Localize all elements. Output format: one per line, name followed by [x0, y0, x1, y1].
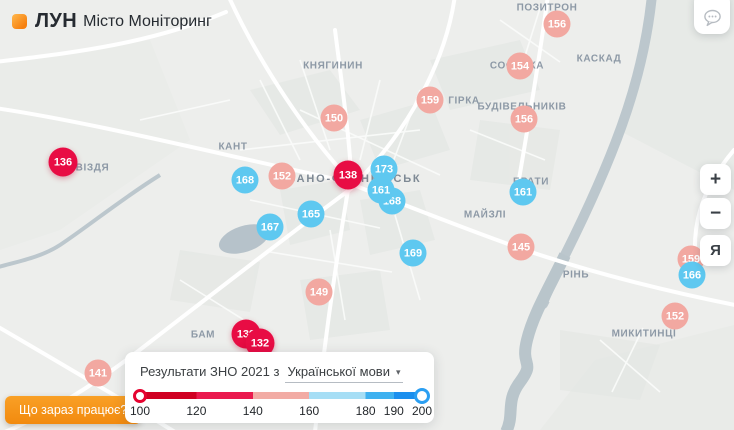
legend-panel: Результати ЗНО 2021 з Української мови ▾…	[125, 352, 434, 423]
tick-label: 180	[355, 404, 376, 418]
slider-handle-min[interactable]	[133, 388, 147, 403]
score-marker[interactable]: 168	[231, 166, 259, 194]
yandex-maps-button[interactable]: Я	[700, 235, 731, 266]
tick-label: 120	[186, 404, 207, 418]
zoom-out-button[interactable]: −	[700, 198, 731, 229]
score-marker[interactable]: 136	[48, 147, 78, 177]
tick-label: 140	[242, 404, 263, 418]
score-marker[interactable]: 150	[320, 104, 348, 132]
lun-logo-icon	[12, 14, 27, 29]
chevron-down-icon: ▾	[395, 367, 401, 377]
score-marker[interactable]: 154	[506, 52, 534, 80]
score-marker[interactable]: 161	[367, 176, 395, 204]
score-marker[interactable]: 138	[333, 160, 363, 190]
chat-bubble-icon	[702, 9, 723, 27]
score-marker[interactable]: 152	[661, 302, 689, 330]
tick-label: 190	[383, 404, 404, 418]
score-marker[interactable]: 152	[268, 162, 296, 190]
legend-title: Результати ЗНО 2021 з	[140, 364, 280, 379]
tick-label: 160	[299, 404, 320, 418]
subject-dropdown[interactable]: Української мови ▾	[285, 364, 403, 383]
whats-open-now-button[interactable]: Що зараз працює?	[5, 396, 142, 424]
logo-text: ЛУН	[35, 10, 78, 32]
tick-label: 100	[129, 404, 151, 418]
score-marker[interactable]: 169	[399, 239, 427, 267]
tick-label: 200	[411, 404, 433, 418]
slider-handle-max[interactable]	[414, 387, 430, 404]
score-marker[interactable]: 166	[678, 261, 706, 289]
score-marker[interactable]: 167	[256, 213, 284, 241]
score-marker[interactable]: 156	[510, 105, 538, 133]
chat-button[interactable]	[694, 0, 730, 34]
score-marker[interactable]: 149	[305, 278, 333, 306]
score-marker[interactable]: 165	[297, 200, 325, 228]
logo-subtitle: Місто Моніторинг	[83, 12, 212, 30]
subject-dropdown-value: Української мови	[287, 364, 390, 379]
zoom-in-button[interactable]: +	[700, 164, 731, 195]
score-range-slider[interactable]	[133, 387, 430, 404]
score-marker[interactable]: 145	[507, 233, 535, 261]
brand-logo[interactable]: ЛУН Місто Моніторинг	[12, 10, 212, 33]
slider-tick-labels: 100 120 140 160 180 190 200	[130, 404, 432, 420]
score-marker[interactable]: 161	[509, 178, 537, 206]
score-marker[interactable]: 156	[543, 10, 571, 38]
score-marker[interactable]: 159	[416, 86, 444, 114]
score-marker[interactable]: 141	[84, 359, 112, 387]
